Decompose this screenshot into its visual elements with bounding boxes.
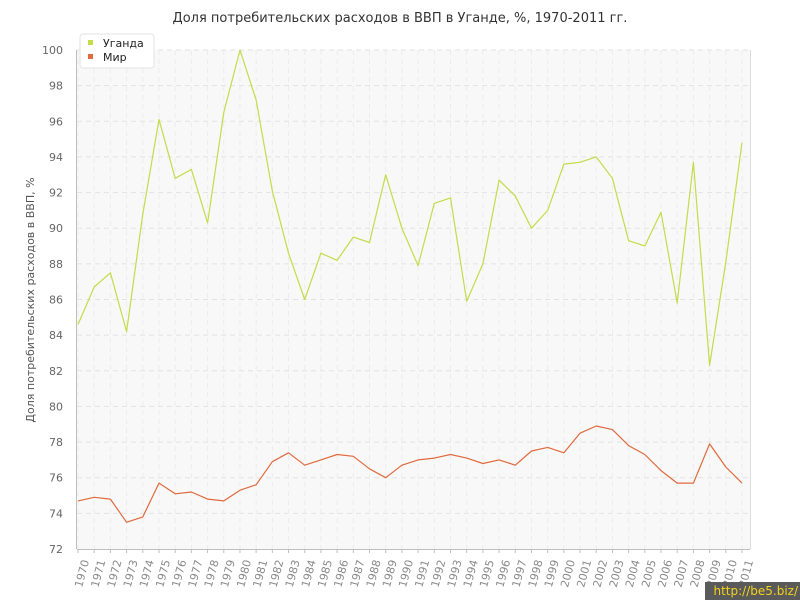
y-tick-label: 74 [49, 507, 63, 520]
legend-swatch-uganda [88, 40, 93, 45]
credit-link[interactable]: http://be5.biz/ [705, 582, 800, 600]
y-axis-ticks: 72 74 76 78 80 82 84 86 88 90 92 94 96 98 100 [42, 44, 63, 556]
y-tick-label: 98 [49, 80, 63, 93]
series-line-world [77, 425, 743, 523]
legend-label-world: Мир [103, 51, 127, 64]
y-tick-label: 88 [49, 258, 63, 271]
chart-title: Доля потребительских расходов в ВВП в Уг… [173, 11, 628, 26]
y-tick-label: 82 [49, 365, 63, 378]
legend-swatch-world [88, 54, 93, 59]
axes [76, 50, 751, 550]
y-tick-label: 96 [49, 115, 63, 128]
y-tick-label: 92 [49, 187, 63, 200]
y-tick-label: 86 [49, 294, 63, 307]
x-axis-ticks: 1970197119721973197419751976197719781979… [72, 549, 756, 589]
legend-box [79, 33, 155, 69]
y-tick-label: 72 [49, 543, 63, 556]
y-tick-label: 80 [49, 400, 63, 413]
grid [77, 49, 750, 549]
series-line-uganda [77, 49, 743, 366]
legend-label-uganda: Уганда [103, 37, 144, 50]
y-tick-label: 100 [42, 44, 63, 57]
legend: Уганда Мир [79, 33, 155, 69]
y-tick-label: 76 [49, 472, 63, 485]
y-tick-label: 84 [49, 329, 63, 342]
y-tick-label: 94 [49, 151, 63, 164]
y-tick-label: 90 [49, 222, 63, 235]
y-axis-label: Доля потребительских расходов в ВВП, % [24, 177, 37, 422]
y-tick-label: 78 [49, 436, 63, 449]
series-lines [77, 49, 743, 523]
